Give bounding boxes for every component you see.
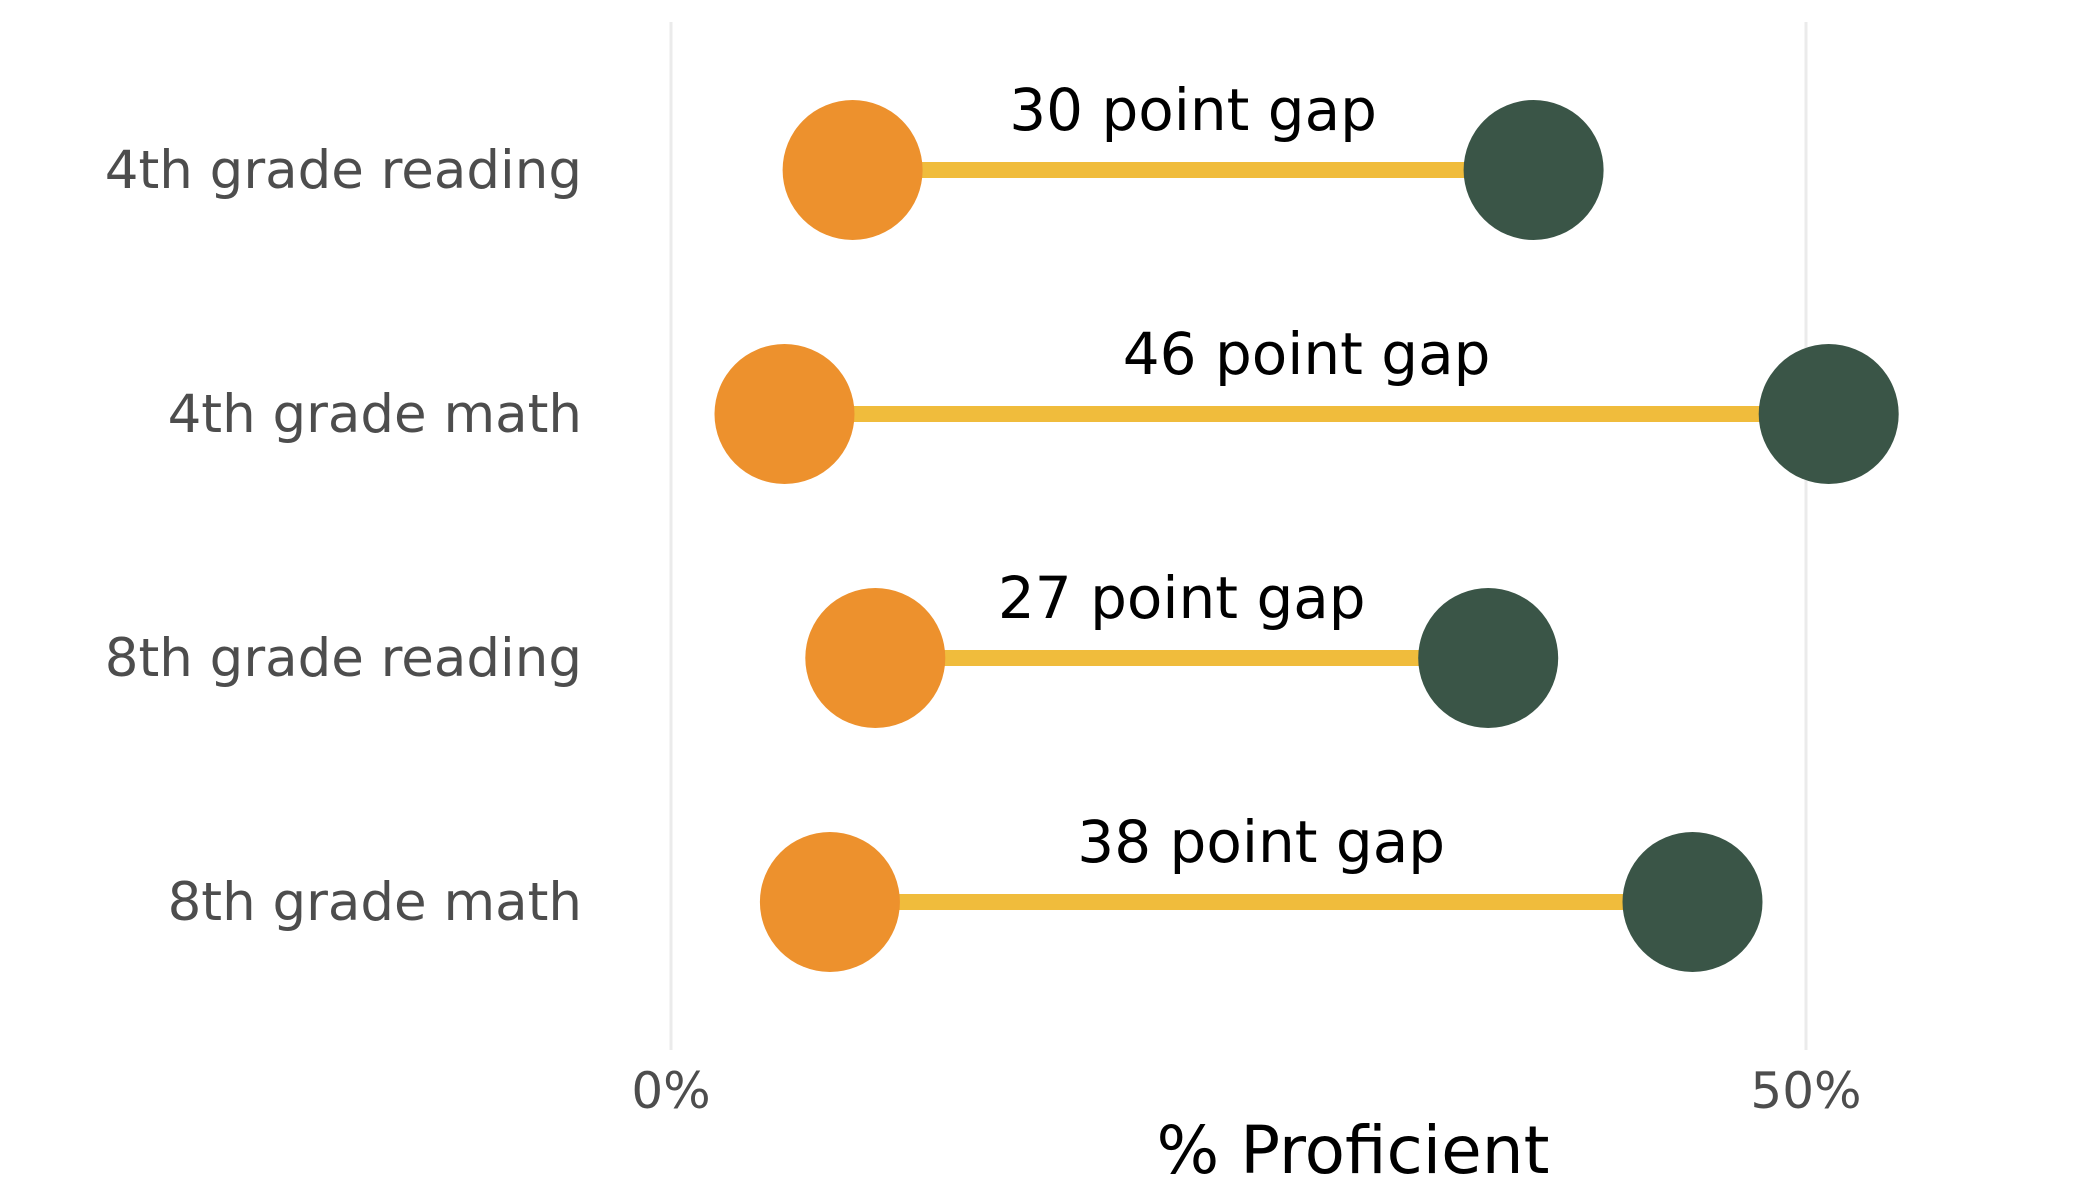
x-tick-label: 0%	[631, 1062, 710, 1120]
label-layer: 0% 50% 4th grade reading 30 point gap 4th gr…	[105, 76, 1862, 1120]
gap-label: 46 point gap	[1123, 320, 1491, 388]
high-value-dot	[1418, 588, 1559, 728]
grid-layer	[669, 22, 1808, 1050]
gap-label: 27 point gap	[998, 564, 1366, 632]
low-value-dot	[714, 344, 855, 484]
category-label: 8th grade reading	[105, 628, 582, 689]
category-label: 4th grade math	[168, 384, 582, 445]
low-value-dot	[759, 832, 900, 972]
high-value-dot	[1463, 100, 1604, 240]
gap-label: 30 point gap	[1009, 76, 1377, 144]
x-axis-title: % Proficient	[1157, 1112, 1550, 1189]
category-label: 8th grade math	[168, 872, 582, 933]
high-value-dot	[1622, 832, 1763, 972]
dot-layer	[714, 100, 1899, 972]
x-tick-label: 50%	[1750, 1062, 1861, 1120]
gap-label: 38 point gap	[1077, 808, 1445, 876]
category-label: 4th grade reading	[105, 140, 582, 201]
low-value-dot	[782, 100, 923, 240]
low-value-dot	[805, 588, 946, 728]
connector-layer	[784, 162, 1829, 910]
high-value-dot	[1758, 344, 1899, 484]
